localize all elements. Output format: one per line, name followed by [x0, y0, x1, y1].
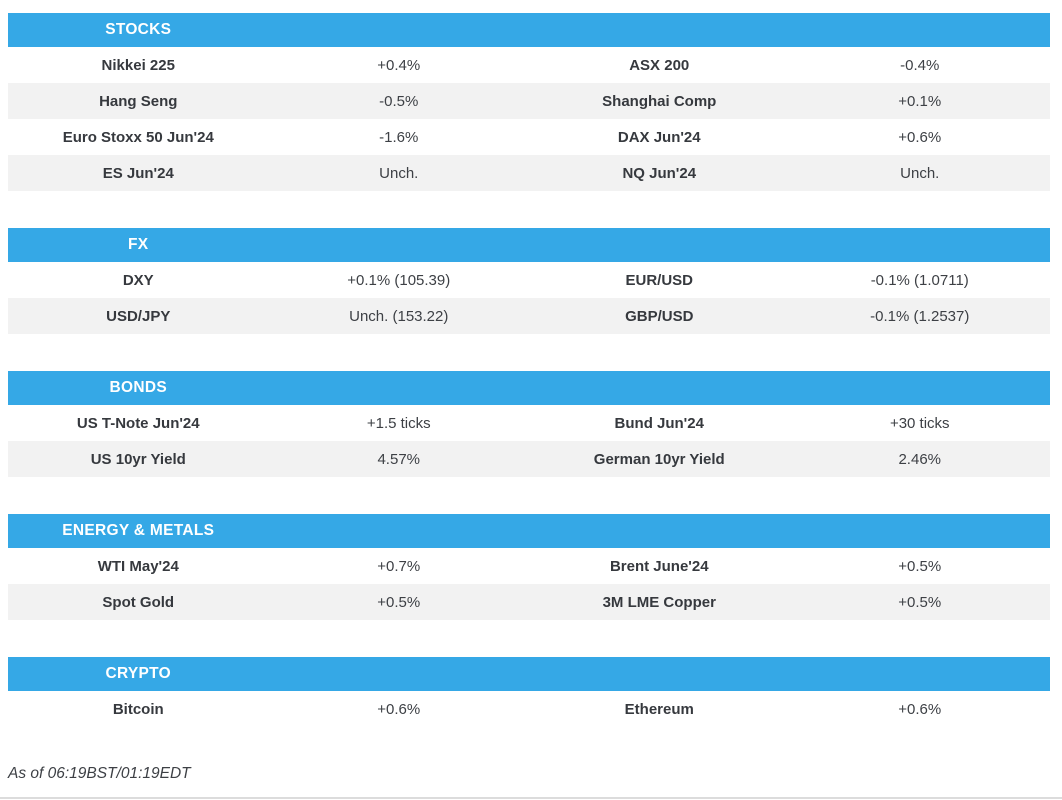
instrument-value-cell: +0.6%: [898, 700, 942, 718]
section-header: ENERGY & METALS: [8, 514, 1050, 548]
instrument-name-cell: US T-Note Jun'24: [76, 414, 200, 432]
table-row: USD/JPY Unch. (153.22) GBP/USD -0.1% (1.253…: [8, 298, 1050, 334]
instrument-name-cell: EUR/USD: [625, 271, 693, 289]
table-row: Spot Gold +0.5% 3M LME Copper +0.5%: [8, 584, 1050, 620]
instrument-value-cell: +30 ticks: [889, 414, 950, 432]
market-section: ENERGY & METALS WTI May'24 +0.7% Brent June…: [8, 514, 1050, 620]
table-row: US T-Note Jun'24 +1.5 ticks Bund Jun'24 +30…: [8, 405, 1050, 441]
instrument-name-cell: GBP/USD: [625, 307, 694, 325]
instrument-value-cell: +0.1% (105.39): [347, 271, 451, 289]
table-row: ES Jun'24 Unch. NQ Jun'24 Unch.: [8, 155, 1050, 191]
instrument-value-cell: Unch. (153.22): [349, 307, 449, 325]
section-header: FX: [8, 228, 1050, 262]
market-section: STOCKS Nikkei 225 +0.4% ASX 200 -0.4% Hang Se…: [8, 13, 1050, 191]
instrument-name-cell: Brent June'24: [609, 557, 709, 575]
section-title: ENERGY & METALS: [62, 522, 215, 539]
table-row: DXY +0.1% (105.39) EUR/USD -0.1% (1.0711): [8, 262, 1050, 298]
instrument-value-cell: -0.1% (1.2537): [870, 307, 970, 325]
section-header: STOCKS: [8, 13, 1050, 47]
instrument-name-cell: Euro Stoxx 50 Jun'24: [62, 128, 214, 146]
instrument-name-cell: Spot Gold: [102, 593, 175, 611]
instrument-name-cell: WTI May'24: [97, 557, 179, 575]
instrument-name-cell: German 10yr Yield: [593, 450, 725, 468]
section-header: BONDS: [8, 371, 1050, 405]
table-row: WTI May'24 +0.7% Brent June'24 +0.5%: [8, 548, 1050, 584]
market-sections-container: STOCKS Nikkei 225 +0.4% ASX 200 -0.4% Hang Se…: [8, 13, 1050, 727]
bottom-divider: [0, 797, 1062, 799]
instrument-name-cell: ASX 200: [629, 56, 690, 74]
instrument-name-cell: DAX Jun'24: [617, 128, 701, 146]
instrument-name-cell: Nikkei 225: [101, 56, 175, 74]
instrument-value-cell: -1.6%: [379, 128, 419, 146]
instrument-value-cell: +0.5%: [898, 557, 942, 575]
instrument-value-cell: +0.6%: [898, 128, 942, 146]
instrument-value-cell: +0.6%: [377, 700, 421, 718]
table-row: Nikkei 225 +0.4% ASX 200 -0.4%: [8, 47, 1050, 83]
section-title: FX: [128, 236, 149, 253]
instrument-name-cell: Hang Seng: [99, 92, 178, 110]
instrument-value-cell: -0.4%: [900, 56, 940, 74]
table-row: Euro Stoxx 50 Jun'24 -1.6% DAX Jun'24 +0.6%: [8, 119, 1050, 155]
instrument-value-cell: Unch.: [900, 164, 940, 182]
instrument-name-cell: NQ Jun'24: [622, 164, 697, 182]
as-of-timestamp: As of 06:19BST/01:19EDT: [8, 765, 191, 782]
instrument-name-cell: DXY: [122, 271, 154, 289]
table-row: Hang Seng -0.5% Shanghai Comp +0.1%: [8, 83, 1050, 119]
section-title: STOCKS: [105, 21, 172, 38]
instrument-name-cell: Shanghai Comp: [602, 92, 717, 110]
instrument-value-cell: -0.5%: [379, 92, 419, 110]
instrument-name-cell: ES Jun'24: [102, 164, 174, 182]
instrument-value-cell: +0.5%: [898, 593, 942, 611]
market-report: STOCKS Nikkei 225 +0.4% ASX 200 -0.4% Hang Se…: [8, 13, 1050, 764]
instrument-name-cell: USD/JPY: [106, 307, 171, 325]
section-title: BONDS: [109, 379, 167, 396]
instrument-value-cell: +0.1%: [898, 92, 942, 110]
section-header: CRYPTO: [8, 657, 1050, 691]
instrument-value-cell: -0.1% (1.0711): [870, 271, 969, 289]
instrument-name-cell: US 10yr Yield: [90, 450, 186, 468]
section-title: CRYPTO: [105, 665, 172, 682]
instrument-name-cell: Bitcoin: [112, 700, 164, 718]
instrument-value-cell: +0.7%: [377, 557, 421, 575]
table-row: Bitcoin +0.6% Ethereum +0.6%: [8, 691, 1050, 727]
instrument-value-cell: 4.57%: [377, 450, 421, 468]
instrument-value-cell: Unch.: [379, 164, 419, 182]
table-row: US 10yr Yield 4.57% German 10yr Yield 2.46%: [8, 441, 1050, 477]
instrument-name-cell: Bund Jun'24: [614, 414, 704, 432]
instrument-value-cell: +1.5 ticks: [366, 414, 431, 432]
instrument-value-cell: +0.4%: [377, 56, 421, 74]
instrument-value-cell: +0.5%: [377, 593, 421, 611]
market-section: CRYPTO Bitcoin +0.6% Ethereum +0.6%: [8, 657, 1050, 727]
instrument-name-cell: Ethereum: [624, 700, 694, 718]
market-section: BONDS US T-Note Jun'24 +1.5 ticks Bund Jun'…: [8, 371, 1050, 477]
market-section: FX DXY +0.1% (105.39) EUR/USD -0.1% (1.0711)…: [8, 228, 1050, 334]
instrument-value-cell: 2.46%: [898, 450, 942, 468]
instrument-name-cell: 3M LME Copper: [602, 593, 716, 611]
